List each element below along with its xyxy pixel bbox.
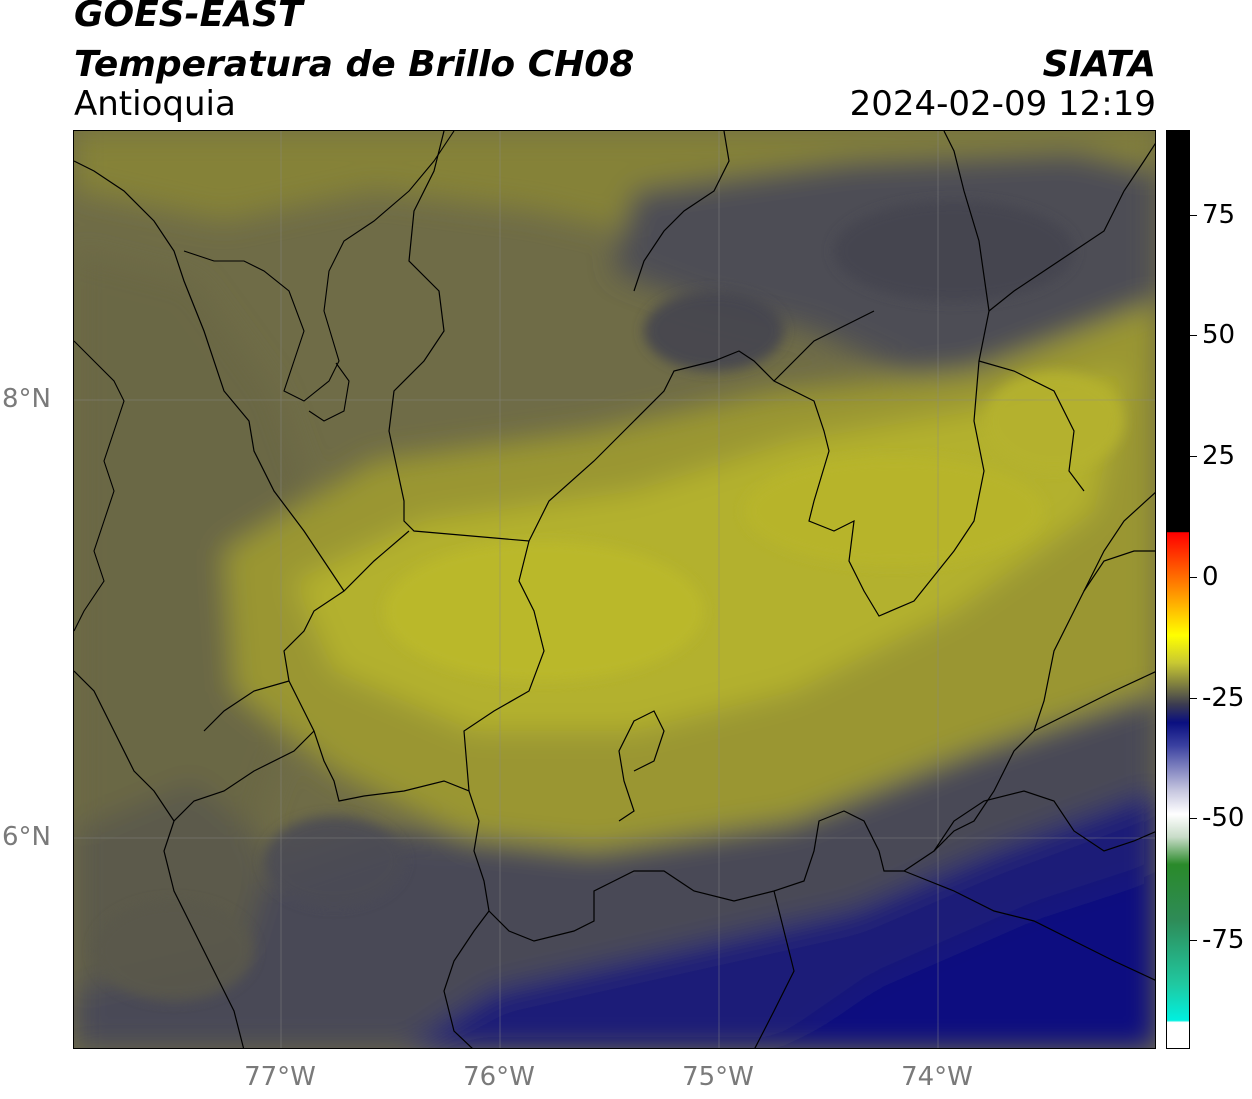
- brightness-temperature-map: [74, 131, 1155, 1048]
- colorbar-label: -75: [1202, 925, 1245, 955]
- colorbar-label: 0: [1202, 562, 1219, 592]
- title-satellite: GOES-EAST: [74, 0, 303, 35]
- lon-label: 75°W: [682, 1062, 754, 1092]
- colorbar-label: 75: [1202, 200, 1236, 230]
- colorbar-tick: [1190, 940, 1197, 941]
- colorbar-tick: [1190, 698, 1197, 699]
- colorbar-tick: [1190, 818, 1197, 819]
- title-product: Temperatura de Brillo CH08: [74, 44, 635, 85]
- title-org: SIATA: [1042, 44, 1156, 85]
- colorbar-label: -25: [1202, 683, 1245, 713]
- map-panel[interactable]: [73, 130, 1156, 1049]
- admin-borders: [74, 131, 1155, 1048]
- colorbar-tick: [1190, 335, 1197, 336]
- lat-label: 6°N: [2, 822, 51, 852]
- title-region: Antioquia: [74, 84, 236, 124]
- lon-label: 77°W: [244, 1062, 316, 1092]
- lon-label: 74°W: [901, 1062, 973, 1092]
- colorbar-label: 25: [1202, 441, 1236, 471]
- colorbar: [1166, 130, 1190, 1049]
- title-datetime: 2024-02-09 12:19: [849, 84, 1156, 124]
- coastline: [74, 131, 455, 632]
- colorbar-tick: [1190, 456, 1197, 457]
- lon-label: 76°W: [463, 1062, 535, 1092]
- colorbar-gradient: [1167, 131, 1189, 1048]
- colorbar-label: 50: [1202, 320, 1236, 350]
- colorbar-label: -50: [1202, 803, 1245, 833]
- colorbar-tick: [1190, 215, 1197, 216]
- colorbar-tick: [1190, 577, 1197, 578]
- lat-label: 8°N: [2, 384, 51, 414]
